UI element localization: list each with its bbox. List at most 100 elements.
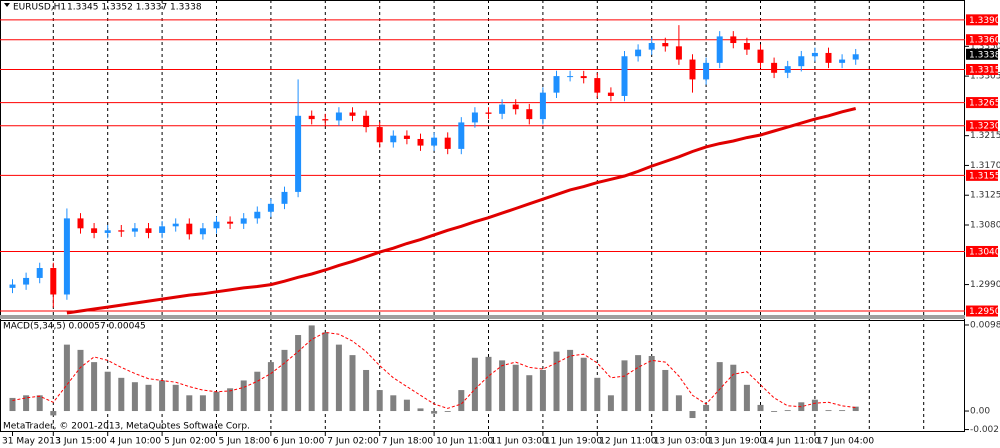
- candle-body: [349, 112, 356, 116]
- x-tick-label: 4 Jun 10:00: [110, 437, 162, 447]
- level-label: 1.2950: [969, 307, 1000, 317]
- candle-body: [172, 223, 179, 227]
- x-tick-label: 31 May 2013: [2, 437, 61, 447]
- macd-bar: [9, 397, 16, 412]
- macd-bar: [839, 410, 846, 412]
- candle-body: [798, 56, 805, 67]
- candle-body: [36, 268, 43, 278]
- candle-body: [784, 66, 791, 73]
- candle-body: [9, 284, 16, 288]
- candle-body: [322, 119, 329, 121]
- candle-body: [499, 104, 506, 114]
- macd-bar: [159, 380, 166, 412]
- macd-bar: [567, 349, 574, 412]
- macd-bar: [499, 360, 506, 412]
- y-tick-label: 0.00: [970, 407, 990, 417]
- candle-body: [811, 52, 818, 57]
- macd-bar: [471, 357, 478, 412]
- quote: 1.3345 1.3352 1.3337 1.3338: [67, 3, 202, 13]
- candle-body: [485, 112, 492, 114]
- candle-body: [730, 36, 737, 44]
- candle-body: [703, 62, 710, 80]
- macd-bar: [104, 371, 111, 412]
- signal-line: [12, 331, 856, 409]
- y-tick-label: 0.00985: [970, 320, 1000, 330]
- macd-bar: [689, 411, 696, 419]
- level-label: 1.3155: [969, 171, 1000, 181]
- macd-bar: [349, 355, 356, 412]
- macd-bar: [240, 380, 247, 412]
- level-label: 1.3360: [969, 36, 1000, 46]
- candle-body: [743, 43, 750, 50]
- macd-bar: [172, 384, 179, 412]
- candle-body: [390, 135, 397, 143]
- macd-bar: [145, 384, 152, 412]
- level-tag: [966, 34, 998, 46]
- macd-bar: [662, 369, 669, 412]
- x-tick-label: 13 Jun 03:00: [654, 437, 711, 447]
- macd-bar: [526, 375, 533, 412]
- macd-bar: [594, 377, 601, 412]
- macd-bar: [675, 395, 682, 412]
- menu-arrow: [4, 3, 10, 7]
- macd-bar: [635, 355, 642, 412]
- macd-bar: [254, 371, 261, 412]
- candle-body: [186, 223, 193, 235]
- level-tag: [966, 120, 998, 132]
- macd-bar: [23, 395, 30, 412]
- x-tick-label: 7 Jun 02:00: [327, 437, 379, 447]
- y-tick-label: 1.3215: [970, 131, 1000, 141]
- macd-bar: [580, 357, 587, 412]
- macd-bar: [757, 404, 764, 412]
- macd-bar: [403, 399, 410, 412]
- candle-body: [281, 191, 288, 204]
- x-tick-label: 6 Jun 10:00: [273, 437, 325, 447]
- macd-bar: [458, 390, 465, 412]
- macd-bar: [118, 377, 125, 412]
- current-price-tag: [966, 48, 998, 60]
- macd-bar: [335, 344, 342, 412]
- y-tick-label: 1.3170: [970, 161, 1000, 171]
- candle-body: [118, 230, 125, 232]
- macd-bar: [743, 384, 750, 412]
- candle-body: [240, 218, 247, 224]
- candle-body: [852, 54, 859, 60]
- x-tick-label: 7 Jun 18:00: [382, 437, 434, 447]
- macd-bar: [553, 351, 560, 412]
- candle-body: [159, 226, 166, 233]
- macd-bar: [390, 395, 397, 412]
- macd-bar: [716, 362, 723, 412]
- candle-body: [825, 52, 832, 63]
- y-tick-label: -0.00212: [970, 425, 1000, 435]
- candle-body: [254, 211, 261, 219]
- candle-body: [23, 277, 30, 285]
- candle-body: [607, 92, 614, 96]
- macd-bar: [825, 410, 832, 412]
- panel-separator: [0, 315, 965, 319]
- candle-body: [145, 228, 152, 233]
- macd-bar: [852, 406, 859, 412]
- macd-bar: [77, 349, 84, 412]
- macd-bar: [363, 369, 370, 412]
- x-tick-label: 5 Jun 18:00: [219, 437, 271, 447]
- macd-bar: [730, 364, 737, 412]
- candle-body: [512, 104, 519, 110]
- candle-body: [308, 115, 315, 120]
- macd-bar: [417, 408, 424, 412]
- x-tick-label: 5 Jun 02:00: [164, 437, 216, 447]
- candle-body: [771, 62, 778, 73]
- candle-body: [580, 76, 587, 79]
- macd-bar: [36, 395, 43, 412]
- candle-body: [689, 59, 696, 80]
- candle-body: [675, 46, 682, 60]
- macd-bar: [322, 332, 329, 412]
- level-label: 1.3265: [969, 99, 1000, 109]
- candle-body: [227, 221, 234, 224]
- candle-body: [662, 43, 669, 47]
- level-tag: [966, 14, 998, 26]
- candle-body: [526, 109, 533, 120]
- level-label: 1.3230: [969, 122, 1000, 132]
- x-tick-label: 11 Jun 03:00: [491, 437, 548, 447]
- level-tag: [966, 169, 998, 181]
